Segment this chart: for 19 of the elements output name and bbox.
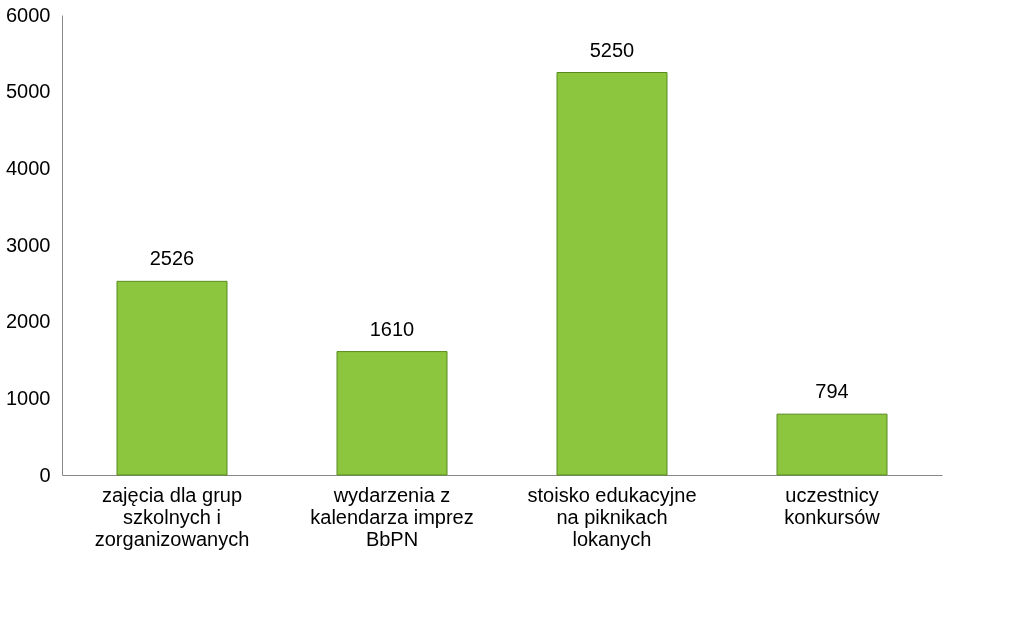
bar bbox=[116, 280, 228, 476]
bar bbox=[336, 351, 448, 476]
data-label: 794 bbox=[815, 380, 849, 403]
data-label: 5250 bbox=[589, 38, 635, 61]
y-tick-label: 6000 bbox=[6, 3, 51, 26]
data-label: 1610 bbox=[369, 317, 415, 340]
y-tick-label: 5000 bbox=[6, 80, 51, 103]
x-tick-label: zajęcia dla grup szkolnych i zorganizowanych bbox=[94, 483, 250, 550]
bar bbox=[776, 413, 888, 476]
x-tick-label: stoisko edukacyjne na piknikach lokanych bbox=[527, 483, 697, 550]
y-tick-label: 2000 bbox=[6, 310, 51, 333]
data-label: 2526 bbox=[149, 247, 195, 270]
y-tick-label: 4000 bbox=[6, 156, 51, 179]
bar bbox=[556, 72, 668, 476]
x-tick-label: uczestnicy konkursów bbox=[784, 483, 881, 528]
y-tick-label: 0 bbox=[39, 463, 51, 486]
x-tick-label: wydarzenia z kalendarza imprez BbPN bbox=[310, 483, 474, 550]
y-tick-label: 3000 bbox=[6, 233, 51, 256]
y-tick-label: 1000 bbox=[6, 386, 51, 409]
